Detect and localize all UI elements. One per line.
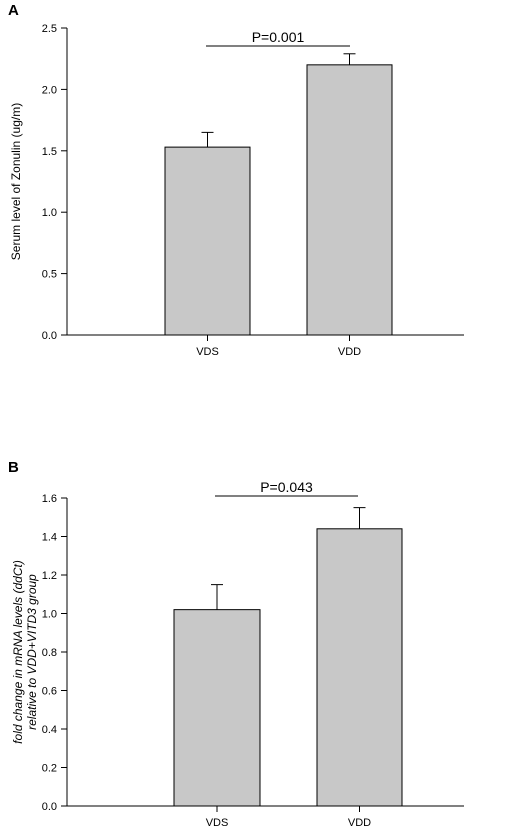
y-tick-label: 0.6 bbox=[42, 686, 57, 698]
p-value-label: P=0.001 bbox=[252, 29, 305, 45]
bar-vds bbox=[164, 146, 251, 336]
y-tick-label: 0.4 bbox=[42, 724, 57, 736]
y-tick-label: 0.0 bbox=[42, 330, 57, 342]
y-tick-label: 2.5 bbox=[42, 23, 57, 35]
y-tick-label: 0.5 bbox=[42, 269, 57, 281]
panel-letter: A bbox=[8, 2, 19, 19]
y-axis-title-line: fold change in mRNA levels (ddCt) bbox=[11, 560, 25, 744]
y-axis-title: Serum level of Zonulin (ug/m) bbox=[9, 103, 23, 260]
y-tick-label: 0.8 bbox=[42, 647, 57, 659]
x-tick-label: VDD bbox=[338, 346, 361, 358]
y-tick-label: 1.0 bbox=[42, 207, 57, 219]
y-tick-label: 1.0 bbox=[42, 609, 57, 621]
y-tick-label: 0.0 bbox=[42, 801, 57, 813]
p-value-label: P=0.043 bbox=[260, 479, 313, 495]
y-tick-label: 1.2 bbox=[42, 570, 57, 582]
bar-vdd bbox=[306, 64, 393, 336]
y-axis-title-line: relative to VDD+VITD3 group bbox=[25, 574, 39, 730]
panel-b: B 0.0 0.2 0.4 0.6 0.8 1.0 1.2 1.4 1.6 fold change … bbox=[8, 459, 464, 829]
y-tick-label: 0.2 bbox=[42, 763, 57, 775]
x-tick-label: VDS bbox=[206, 817, 229, 829]
y-tick-label: 1.6 bbox=[42, 493, 57, 505]
panel-a: A 0.0 0.5 1.0 1.5 2.0 2.5 Serum level of Zonuli… bbox=[8, 2, 464, 358]
y-tick-label: 1.5 bbox=[42, 146, 57, 158]
bar-vdd bbox=[316, 528, 403, 807]
x-tick-label: VDS bbox=[196, 346, 219, 358]
panel-letter: B bbox=[8, 459, 19, 476]
y-tick-label: 1.4 bbox=[42, 532, 57, 544]
y-tick-label: 2.0 bbox=[42, 84, 57, 96]
bar-vds bbox=[173, 609, 261, 807]
x-tick-label: VDD bbox=[348, 817, 371, 829]
